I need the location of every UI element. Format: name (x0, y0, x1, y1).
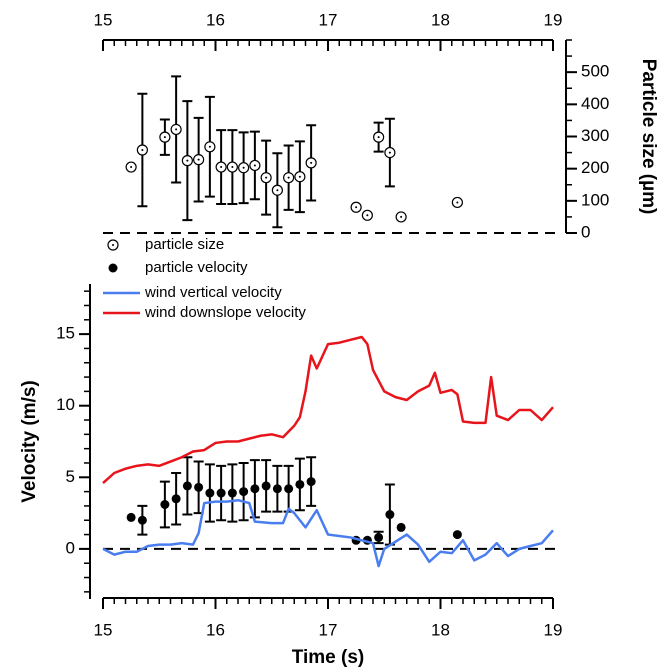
data-point (216, 488, 226, 498)
y-tick-label: 0 (581, 222, 590, 241)
x-tick-label: 18 (431, 10, 450, 29)
data-point (452, 530, 462, 540)
data-point-center (130, 166, 133, 169)
data-point-center (208, 145, 211, 148)
data-point-center (231, 166, 234, 169)
y-tick-label: 400 (581, 94, 609, 113)
x-tick-label: 19 (544, 620, 563, 639)
data-point-center (163, 136, 166, 139)
legend-symbol-center (112, 244, 114, 246)
data-point-center (175, 128, 178, 131)
legend-label: wind vertical velocity (144, 284, 282, 301)
data-point (126, 512, 136, 522)
x-tick-label: 18 (431, 620, 450, 639)
data-point-center (253, 164, 256, 167)
y-tick-label: 5 (66, 467, 75, 486)
data-point (284, 484, 294, 494)
data-point-center (220, 166, 223, 169)
data-point (385, 510, 395, 520)
x-tick-label: 15 (94, 620, 113, 639)
data-point (272, 484, 282, 494)
y-tick-label: 0 (66, 538, 75, 557)
data-point (171, 494, 181, 504)
line-series (102, 498, 554, 568)
x-tick-label: 17 (319, 620, 338, 639)
data-point-center (242, 166, 245, 169)
legend-label: wind downslope velocity (144, 304, 306, 321)
x-tick-label: 17 (319, 10, 338, 29)
x-tick-label: 16 (206, 620, 225, 639)
legend-label: particle size (145, 236, 224, 253)
data-point (374, 532, 384, 542)
data-point (137, 515, 147, 525)
y-tick-label: 200 (581, 158, 609, 177)
data-point-center (377, 136, 380, 139)
data-point (250, 484, 260, 494)
x-tick-label: 15 (94, 10, 113, 29)
data-point-center (456, 201, 459, 204)
data-point-center (400, 215, 403, 218)
x-tick-label: 16 (206, 10, 225, 29)
x-tick-label: 19 (544, 10, 563, 29)
data-point-center (276, 189, 279, 192)
data-point (295, 479, 305, 489)
data-point-center (298, 175, 301, 178)
data-point (194, 482, 204, 492)
data-point (160, 500, 170, 509)
data-point (227, 488, 237, 498)
data-point-center (355, 206, 358, 209)
y-tick-label: 300 (581, 126, 609, 145)
data-point (239, 487, 249, 497)
data-point (261, 481, 271, 491)
legend-symbol (108, 263, 118, 273)
line-series (102, 335, 554, 484)
data-point (396, 522, 406, 532)
y-tick-label: 500 (581, 62, 609, 81)
legend-label: particle velocity (145, 259, 248, 276)
data-point-center (310, 161, 313, 164)
data-point (205, 488, 215, 498)
y-tick-label: 100 (581, 190, 609, 209)
y-tick-label: 15 (56, 324, 75, 343)
data-point (306, 477, 316, 487)
x-axis-title: Time (s) (292, 647, 365, 668)
y-tick-label: 10 (56, 395, 75, 414)
data-point-center (287, 176, 290, 179)
data-point-center (141, 149, 144, 152)
data-point-center (265, 176, 268, 179)
y-axis-title: Particle size (µm) (638, 59, 659, 215)
y-axis-title: Velocity (m/s) (19, 380, 40, 503)
data-point-center (388, 151, 391, 154)
data-point-center (197, 158, 200, 161)
data-point-center (186, 159, 189, 162)
data-point (182, 481, 192, 491)
data-point-center (366, 214, 369, 217)
